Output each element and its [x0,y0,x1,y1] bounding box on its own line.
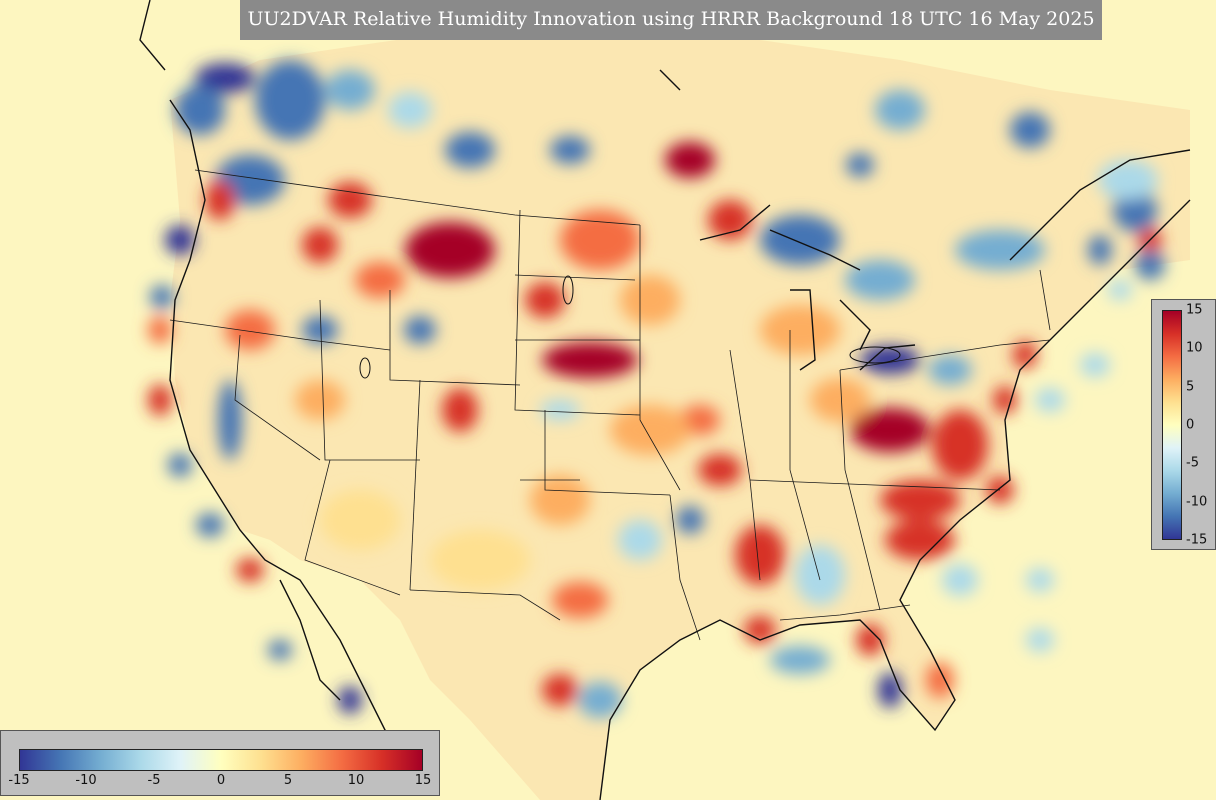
colorbar-vertical-tick: -10 [1186,494,1208,510]
state-borders [169,169,1051,641]
colorbar-horizontal-tick: -5 [147,773,161,788]
lakes [359,275,901,379]
colorbar-vertical-tick: -15 [1186,532,1208,548]
colorbar-horizontal: -15 -10 -5 0 5 10 15 [0,730,440,796]
colorbar-vertical-tick: 5 [1186,379,1195,395]
colorbar-vertical-gradient [1162,310,1182,540]
coastlines [139,0,1191,800]
humidity-field [148,60,1165,718]
colorbar-vertical-tick: 0 [1186,417,1195,433]
colorbar-horizontal-tick: 10 [347,773,365,788]
colorbar-vertical-tick: 10 [1186,340,1203,356]
colorbar-horizontal-tick: 0 [216,773,226,788]
colorbar-horizontal-tick: -10 [75,773,97,788]
colorbar-horizontal-tick: -15 [8,773,30,788]
colorbar-horizontal-tick: 5 [283,773,293,788]
colorbar-vertical-tick: 15 [1186,302,1203,318]
colorbar-horizontal-gradient [19,749,423,771]
colorbar-vertical: 15 10 5 0 -5 -10 -15 [1151,299,1216,550]
map-title: UU2DVAR Relative Humidity Innovation usi… [240,0,1102,40]
colorbar-vertical-tick: -5 [1186,455,1199,471]
colorbar-horizontal-tick: 15 [414,773,432,788]
